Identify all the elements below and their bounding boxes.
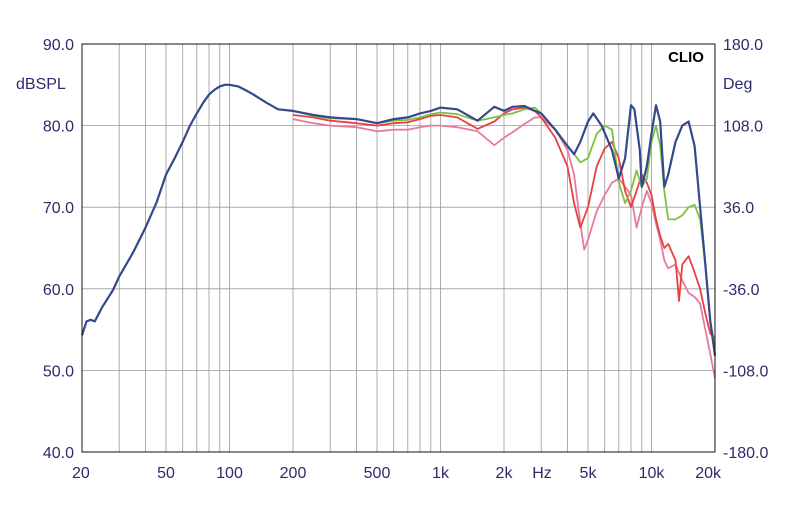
x-tick-label: 1k [432, 465, 450, 482]
y-tick-label-right: -180.0 [723, 445, 768, 462]
x-axis-title: Hz [532, 465, 552, 482]
series-line-2 [292, 106, 716, 339]
x-tick-label: 10k [639, 465, 666, 482]
series-line-1 [292, 116, 716, 379]
brand-label: CLIO [668, 49, 704, 66]
plot-area [82, 44, 715, 452]
series-line-3 [292, 106, 716, 347]
x-tick-label: 50 [157, 465, 175, 482]
y-axis-left-title: dBSPL [16, 76, 66, 93]
x-tick-label: 5k [580, 465, 598, 482]
y-tick-label-right: 108.0 [723, 119, 763, 136]
series-group [80, 83, 717, 379]
y-tick-label-left: 50.0 [43, 363, 74, 380]
y-axis-right-title: Deg [723, 76, 752, 93]
x-tick-label: 20 [72, 465, 90, 482]
y-tick-label-left: 70.0 [43, 200, 74, 217]
x-tick-label: 200 [280, 465, 307, 482]
y-tick-label-left: 80.0 [43, 119, 74, 136]
y-tick-label-right: 180.0 [723, 37, 763, 54]
y-tick-label-left: 60.0 [43, 282, 74, 299]
x-tick-label: 2k [496, 465, 514, 482]
tick-labels: 20 50 100 200 500 1k 2k 5k 10k 20k 90.0 80.0 70.0 60.… [43, 37, 769, 482]
x-tick-label: 100 [216, 465, 243, 482]
y-tick-label-right: 36.0 [723, 200, 754, 217]
x-tick-label: 20k [695, 465, 722, 482]
series-line-4 [80, 83, 717, 356]
y-tick-label-right: -36.0 [723, 282, 760, 299]
x-tick-label: 500 [364, 465, 391, 482]
plot-border [81, 43, 716, 453]
grid-lines [82, 44, 715, 452]
y-tick-label-left: 40.0 [43, 445, 74, 462]
y-tick-label-right: -108.0 [723, 363, 768, 380]
y-tick-label-left: 90.0 [43, 37, 74, 54]
